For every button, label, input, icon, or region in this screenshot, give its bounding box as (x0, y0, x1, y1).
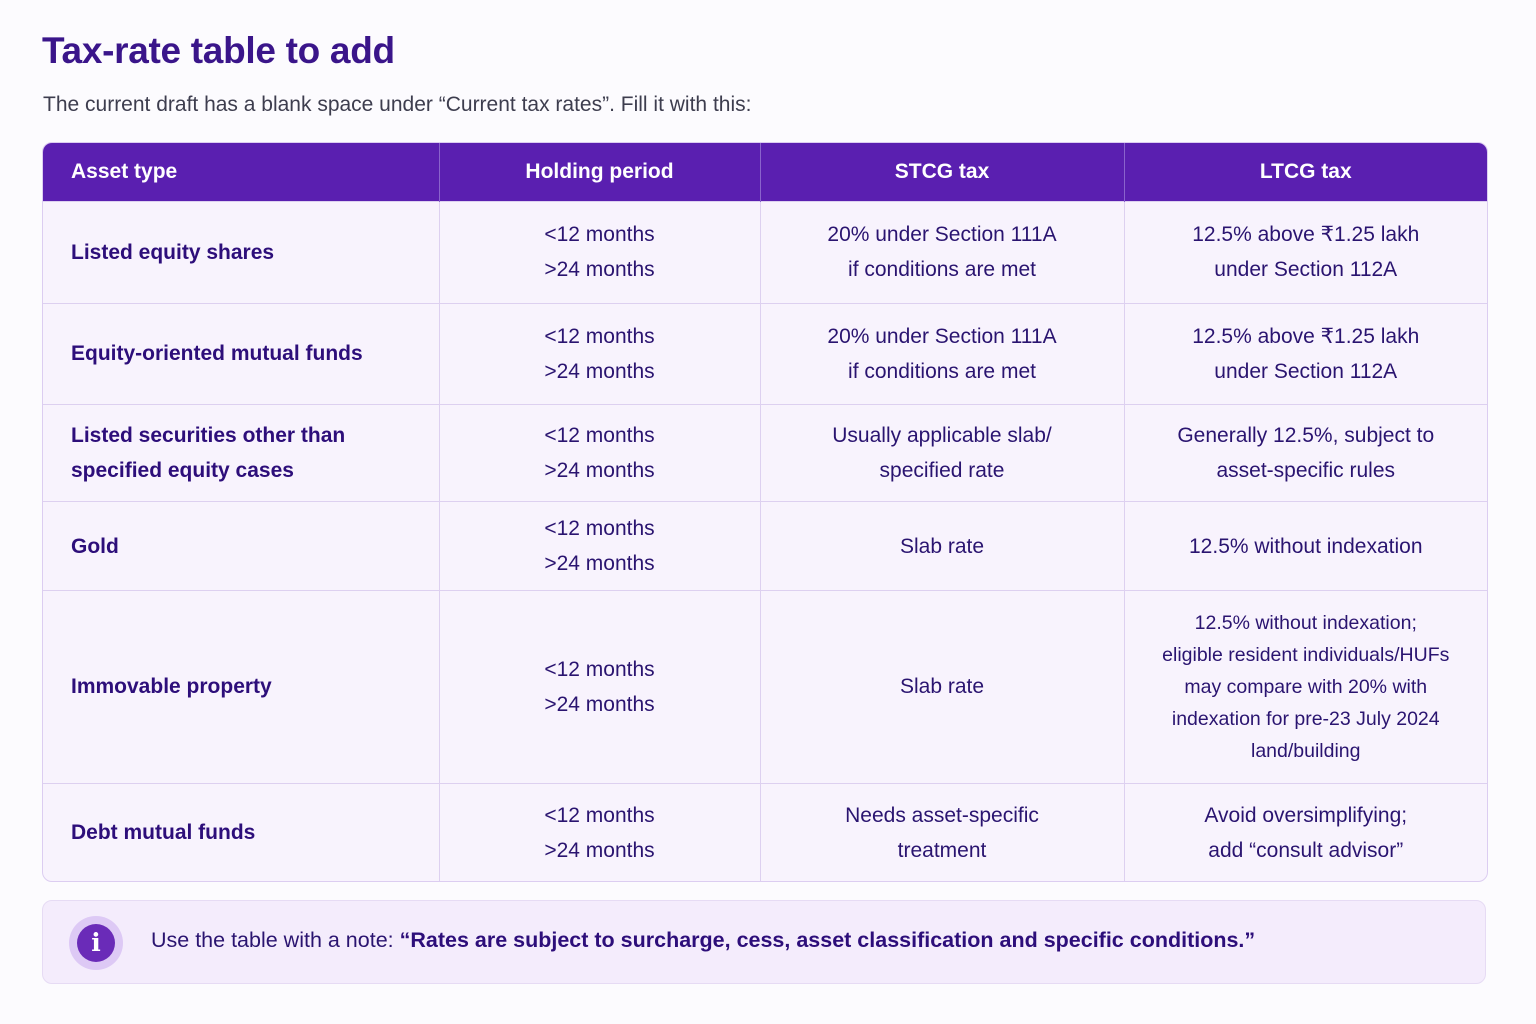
asset-type-cell: Gold (43, 501, 440, 591)
holding-period-cell: <12 months >24 months (439, 589, 761, 784)
ltcg-tax-cell: 12.5% above ₹1.25 lakh under Section 112A (1124, 200, 1487, 304)
holding-period-cell: <12 months >24 months (439, 200, 761, 304)
holding-period-cell: <12 months >24 months (439, 302, 761, 405)
note-callout: i Use the table with a note: “Rates are … (42, 900, 1486, 984)
page-title: Tax-rate table to add (42, 30, 395, 71)
asset-type-cell: Equity-oriented mutual funds (43, 302, 440, 405)
asset-type-cell: Debt mutual funds (43, 783, 440, 881)
table-row: Debt mutual funds <12 months >24 months N… (43, 783, 1487, 881)
table-row: Equity-oriented mutual funds <12 months >… (43, 302, 1487, 405)
holding-period-cell: <12 months >24 months (439, 783, 761, 881)
ltcg-tax-cell: Avoid oversimplifying; add “consult advis… (1124, 783, 1487, 881)
ltcg-tax-cell: 12.5% without indexation (1124, 501, 1487, 591)
stcg-tax-cell: 20% under Section 111A if conditions are … (760, 200, 1125, 304)
note-text: Use the table with a note: “Rates are su… (151, 928, 1255, 953)
table-row: Immovable property <12 months >24 months … (43, 589, 1487, 784)
asset-type-cell: Listed securities other than specified eq… (43, 404, 440, 502)
asset-type-cell: Immovable property (43, 589, 440, 784)
note-prefix: Use the table with a note: (151, 928, 394, 952)
column-header-ltcg-tax: LTCG tax (1259, 159, 1352, 183)
column-header-asset-type: Asset type (43, 143, 440, 201)
table-row: Gold <12 months >24 months Slab rate 12.5… (43, 501, 1487, 591)
stcg-tax-cell: Usually applicable slab/specified rate (760, 404, 1125, 502)
ltcg-tax-cell: Generally 12.5%, subject to asset-specifi… (1124, 404, 1487, 502)
table-row: Listed securities other than specified eq… (43, 404, 1487, 502)
info-icon: i (69, 916, 123, 970)
holding-period-cell: <12 months >24 months (439, 404, 761, 502)
holding-period-cell: <12 months >24 months (439, 501, 761, 591)
stcg-tax-cell: Slab rate (760, 589, 1125, 784)
tax-rate-table: Asset type Holding period STCG tax LTCG … (42, 142, 1488, 882)
ltcg-tax-cell: 12.5% without indexation; eligible reside… (1124, 589, 1487, 784)
asset-type-cell: Listed equity shares (43, 200, 440, 304)
table-row: Listed equity shares <12 months >24 month… (43, 200, 1487, 304)
stcg-tax-cell: Needs asset-specific treatment (760, 783, 1125, 881)
column-header-holding-period: Holding period (439, 143, 761, 201)
note-quote: “Rates are subject to surcharge, cess, a… (399, 928, 1256, 952)
stcg-tax-cell: 20% under Section 111A if conditions are … (760, 302, 1125, 405)
table-header-row: Asset type Holding period STCG tax LTCG … (43, 143, 1487, 201)
intro-text: The current draft has a blank space unde… (43, 93, 752, 116)
stcg-tax-cell: Slab rate (760, 501, 1125, 591)
column-header-stcg-tax: STCG tax (760, 143, 1125, 201)
ltcg-tax-cell: 12.5% above ₹1.25 lakh under Section 112A (1124, 302, 1487, 405)
